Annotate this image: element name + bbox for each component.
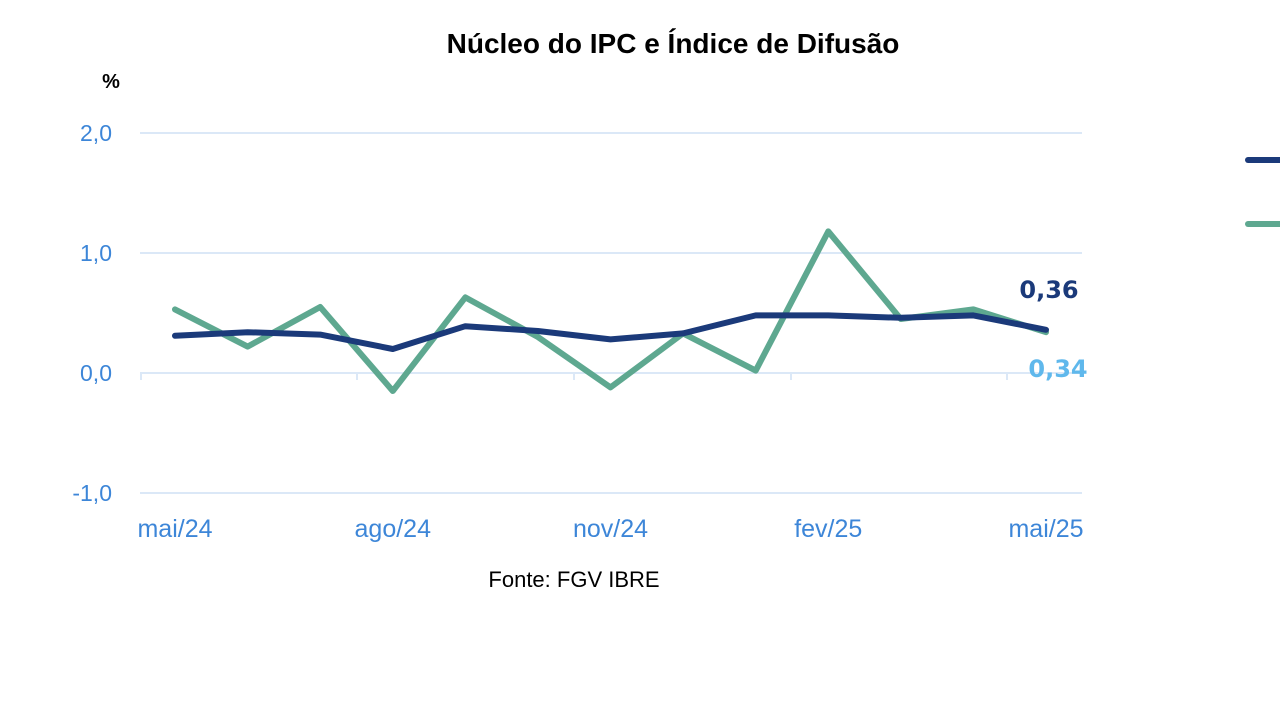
series-lines — [172, 228, 1049, 394]
gridlines — [140, 132, 1082, 494]
y-tick-label: 2,0 — [80, 120, 112, 146]
y-tick-label: 1,0 — [80, 240, 112, 266]
series-line-1 — [172, 228, 1049, 394]
y-tick-label: 0,0 — [80, 360, 112, 386]
x-tick-label: ago/24 — [355, 515, 432, 543]
y-axis-ticks: -1,0 0,0 1,0 2,0 — [72, 120, 112, 506]
x-axis-ticks: mai/24 ago/24 nov/24 fev/25 mai/25 — [137, 515, 1083, 543]
x-tick-label: mai/25 — [1008, 515, 1083, 543]
x-tick-label: nov/24 — [573, 515, 648, 543]
end-value-label-1: 0,34 — [1028, 355, 1087, 383]
end-value-label-0: 0,36 — [1019, 276, 1078, 304]
y-axis-unit: % — [102, 71, 120, 93]
legend — [1245, 157, 1280, 227]
chart-title: Núcleo do IPC e Índice de Difusão — [447, 28, 900, 59]
source-note: Fonte: FGV IBRE — [488, 567, 659, 592]
y-tick-label: -1,0 — [72, 480, 112, 506]
x-tick-label: fev/25 — [794, 515, 862, 543]
data-labels: 0,36 0,34 — [1019, 276, 1087, 383]
x-tick-label: mai/24 — [137, 515, 212, 543]
series-line-0 — [172, 312, 1049, 352]
